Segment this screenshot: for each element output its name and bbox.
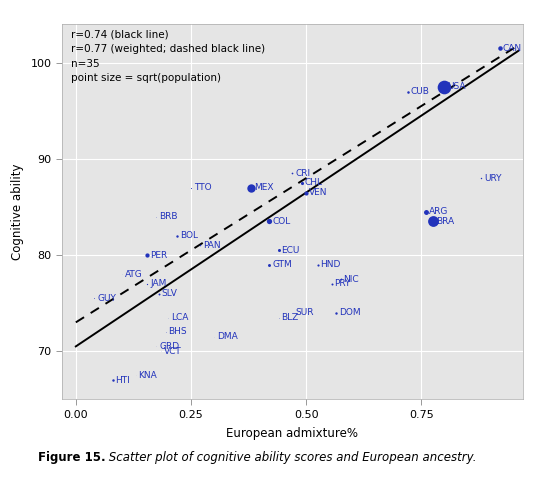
Text: ARG: ARG [429, 207, 448, 216]
Text: DMA: DMA [217, 333, 238, 341]
Text: BOL: BOL [180, 231, 198, 240]
Text: BHS: BHS [169, 328, 187, 336]
Point [152, 212, 161, 220]
Text: DOM: DOM [339, 308, 361, 317]
Point [157, 348, 165, 355]
Text: HTI: HTI [115, 376, 130, 385]
Point [332, 309, 341, 317]
Text: CRI: CRI [295, 169, 310, 178]
Text: PER: PER [150, 251, 167, 259]
Text: BLZ: BLZ [281, 313, 299, 322]
Point [440, 83, 449, 91]
Text: GTM: GTM [272, 260, 292, 269]
Y-axis label: Cognitive ability: Cognitive ability [11, 164, 24, 260]
Text: MEX: MEX [254, 183, 273, 192]
Text: USA: USA [447, 82, 466, 91]
Text: GUY: GUY [97, 294, 116, 303]
Text: CUB: CUB [410, 87, 429, 96]
Point [265, 261, 274, 269]
Point [302, 189, 310, 197]
Point [314, 261, 322, 269]
Point [247, 184, 255, 192]
Text: TTO: TTO [194, 183, 211, 192]
Point [196, 242, 205, 249]
Text: PAN: PAN [203, 241, 220, 250]
Point [429, 217, 437, 225]
Text: BRA: BRA [436, 217, 454, 226]
Text: SLV: SLV [162, 289, 177, 298]
Text: VCT: VCT [164, 347, 182, 356]
Point [152, 343, 161, 350]
Point [336, 275, 345, 283]
Text: PRY: PRY [334, 279, 351, 288]
Point [210, 333, 218, 341]
Point [173, 232, 182, 240]
Text: JAM: JAM [150, 279, 167, 288]
Point [265, 217, 274, 225]
Point [164, 314, 172, 321]
Text: LCA: LCA [171, 313, 188, 322]
Text: ECU: ECU [281, 246, 300, 255]
Text: Scatter plot of cognitive ability scores and European ancestry.: Scatter plot of cognitive ability scores… [105, 451, 476, 464]
Text: SUR: SUR [295, 308, 314, 317]
Point [288, 169, 297, 177]
Text: GRD: GRD [159, 342, 179, 351]
Point [477, 174, 486, 182]
Point [421, 208, 430, 215]
Text: r=0.74 (black line)
r=0.77 (weighted; dashed black line)
n=35
point size = sqrt(: r=0.74 (black line) r=0.77 (weighted; da… [71, 30, 265, 83]
X-axis label: European admixture%: European admixture% [226, 427, 358, 439]
Text: HND: HND [321, 260, 341, 269]
Point [495, 45, 504, 52]
Point [186, 184, 195, 192]
Text: CHL: CHL [305, 179, 322, 187]
Text: ATG: ATG [125, 270, 142, 279]
Point [274, 314, 283, 321]
Point [118, 271, 126, 278]
Point [132, 371, 140, 379]
Text: Figure 15.: Figure 15. [38, 451, 105, 464]
Text: CAN: CAN [502, 44, 522, 53]
Point [143, 280, 151, 288]
Text: VEN: VEN [309, 188, 328, 197]
Point [327, 280, 336, 288]
Text: URY: URY [484, 174, 502, 182]
Text: BRB: BRB [159, 212, 178, 221]
Text: COL: COL [272, 217, 291, 226]
Point [403, 88, 412, 95]
Point [288, 309, 297, 317]
Text: NIC: NIC [343, 274, 359, 284]
Point [298, 179, 306, 187]
Point [161, 328, 170, 336]
Point [108, 376, 117, 384]
Point [155, 289, 163, 297]
Point [143, 251, 151, 259]
Point [90, 294, 99, 302]
Text: KNA: KNA [139, 371, 157, 380]
Point [274, 246, 283, 254]
